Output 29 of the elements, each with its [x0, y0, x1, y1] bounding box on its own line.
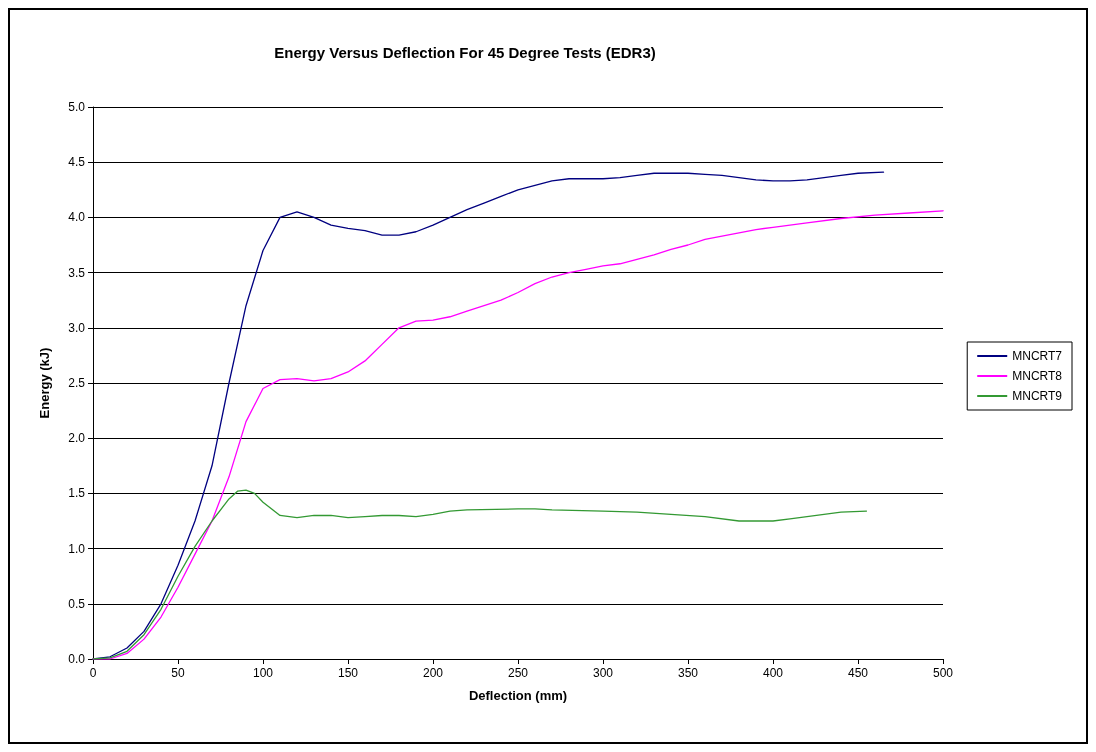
y-tick-label: 0.0 [68, 652, 86, 666]
y-tick-label: 2.0 [68, 431, 86, 446]
y-tick-label: 0.5 [68, 596, 86, 611]
legend-label: MNCRT7 [1012, 349, 1063, 363]
x-tick-label: 300 [592, 666, 614, 680]
y-tick-label: 2.5 [68, 376, 86, 390]
legend-label: MNCRT8 [1012, 369, 1063, 383]
y-tick-label: 3.0 [68, 320, 86, 335]
x-tick-label: 150 [337, 666, 359, 680]
line-series [92, 489, 868, 660]
y-tick-label: 4.5 [68, 155, 86, 170]
x-axis-title: Deflection (mm) [468, 688, 568, 703]
x-tick-label: 0 [89, 666, 97, 680]
y-tick-label: 4.0 [68, 210, 86, 225]
x-tick-label: 400 [762, 666, 784, 680]
x-tick-label: 350 [677, 666, 699, 680]
x-tick-label: 200 [422, 666, 444, 680]
x-tick-label: 50 [171, 666, 185, 680]
y-tick-label: 1.0 [68, 541, 86, 556]
y-axis-title: Energy (kJ) [37, 347, 52, 419]
x-tick-label: 250 [507, 666, 529, 680]
y-tick-label: 5.0 [68, 100, 86, 114]
y-tick-label: 3.5 [68, 265, 86, 280]
y-tick-label: 1.5 [68, 486, 86, 501]
legend-label: MNCRT9 [1012, 389, 1063, 403]
x-tick-label: 500 [932, 666, 954, 680]
x-tick-label: 100 [252, 666, 274, 680]
chart-title: Energy Versus Deflection For 45 Degree Tests (EDR3) [274, 44, 656, 61]
x-tick-label: 450 [847, 666, 869, 680]
